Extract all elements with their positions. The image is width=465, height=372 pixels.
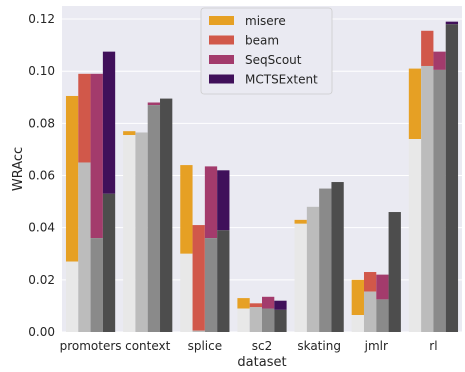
y-tick-label: 0.08 (28, 116, 55, 130)
legend-swatch-mctsextent (209, 74, 234, 84)
x-tick-label: splice (188, 339, 223, 353)
bar-max-misere-sc2 (237, 298, 250, 309)
bar-max-mctsextent-splice (217, 170, 230, 231)
legend-label-beam: beam (245, 34, 279, 48)
legend-label-misere: misere (245, 14, 286, 28)
bar-max-beam-sc2 (249, 303, 262, 308)
bar-max-misere-splice (180, 165, 193, 254)
bar-max-beam-splice (192, 225, 205, 331)
y-axis-label: WRAcc (11, 147, 26, 191)
legend-label-seqscout: SeqScout (245, 53, 302, 67)
bar-max-mctsextent-promoters (102, 51, 116, 194)
y-tick-label: 0.06 (28, 169, 55, 183)
bar-max-mctsextent-sc2 (274, 300, 287, 310)
bar-max-misere-promoters (65, 95, 79, 262)
y-tick-label: 0.04 (28, 221, 55, 235)
x-axis-ticks: promoters context splice sc2 skating jmlr rl (60, 339, 438, 353)
bar-max-seqscout-sc2 (262, 296, 275, 309)
legend-box (200, 7, 333, 95)
bar-max-misere-jmlr (351, 279, 364, 316)
bar-min-beam-context (135, 132, 148, 332)
x-tick-label: jmlr (364, 339, 388, 353)
bar-min-seqscout-jmlr (376, 299, 389, 332)
legend-label-mctsextent: MCTSExtent (245, 73, 318, 87)
bar-min-beam-splice (192, 330, 205, 332)
bar-max-seqscout-promoters (90, 73, 103, 239)
bar-max-beam-promoters (78, 73, 91, 163)
y-axis-ticks: 0.00 0.02 0.04 0.06 0.08 0.10 0.12 (28, 12, 55, 339)
bar-min-seqscout-skating (319, 188, 332, 332)
legend-swatch-seqscout (209, 55, 234, 64)
x-tick-label: sc2 (252, 339, 272, 353)
bar-min-misere-context (123, 135, 136, 332)
y-tick-label: 0.10 (28, 64, 55, 78)
legend: misere beam SeqScout MCTSExtent (200, 7, 333, 95)
x-tick-label: context (125, 339, 171, 353)
bar-min-misere-splice (180, 253, 193, 332)
bar-min-seqscout-splice (204, 238, 218, 332)
x-axis-label: dataset (237, 355, 286, 370)
x-tick-label: skating (297, 339, 341, 353)
bar-min-mctsextent-splice (217, 230, 230, 332)
bar-min-mctsextent-rl (445, 24, 459, 332)
bar-max-seqscout-context (147, 102, 161, 106)
bar-max-beam-rl (421, 30, 434, 66)
legend-swatch-misere (209, 16, 234, 25)
y-tick-label: 0.00 (28, 325, 55, 339)
bar-min-misere-jmlr (351, 315, 364, 332)
x-tick-label: promoters (60, 339, 122, 353)
bar-max-misere-skating (294, 219, 307, 224)
bar-min-beam-skating (306, 206, 320, 332)
bar-min-seqscout-context (147, 105, 161, 332)
bar-max-mctsextent-rl (445, 21, 459, 25)
bar-max-misere-rl (408, 68, 422, 140)
bar-min-beam-sc2 (249, 307, 262, 332)
bar-max-seqscout-jmlr (376, 274, 389, 300)
bar-min-mctsextent-jmlr (388, 212, 401, 332)
bar-min-seqscout-promoters (90, 238, 103, 332)
bar-max-seqscout-rl (433, 51, 446, 70)
y-tick-label: 0.12 (28, 12, 55, 26)
bar-min-seqscout-sc2 (262, 308, 275, 332)
bar-max-beam-jmlr (363, 272, 377, 292)
bar-max-misere-context (123, 131, 136, 136)
bar-min-misere-sc2 (237, 308, 250, 332)
bar-min-mctsextent-skating (331, 182, 344, 332)
bar-min-beam-jmlr (363, 291, 377, 332)
bar-max-seqscout-splice (204, 166, 218, 239)
y-tick-label: 0.02 (28, 273, 55, 287)
legend-swatch-beam (209, 35, 234, 45)
x-tick-label: rl (429, 339, 437, 353)
bar-min-mctsextent-sc2 (274, 309, 287, 332)
bars (65, 21, 459, 332)
bar-min-misere-promoters (65, 261, 79, 332)
bar-min-misere-skating (294, 223, 307, 332)
bar-min-seqscout-rl (433, 69, 446, 332)
bar-min-misere-rl (408, 139, 422, 332)
bar-min-beam-rl (421, 65, 434, 332)
bar-min-beam-promoters (78, 162, 91, 332)
bar-min-mctsextent-context (160, 98, 173, 332)
bar-min-mctsextent-promoters (102, 193, 116, 332)
